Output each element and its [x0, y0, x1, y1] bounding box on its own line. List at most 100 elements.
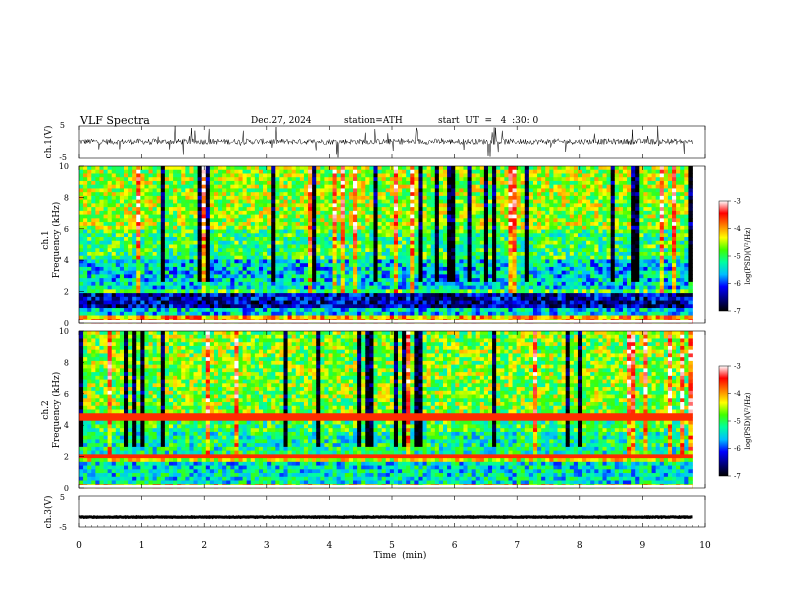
- heatmap-cell: [303, 281, 309, 287]
- heatmap-cell: [357, 218, 362, 223]
- heatmap-cell: [365, 289, 370, 294]
- heatmap-cell: [487, 274, 493, 279]
- heatmap-cell: [218, 188, 223, 193]
- heatmap-cell: [410, 229, 415, 234]
- heatmap-cell: [83, 203, 88, 208]
- heatmap-cell: [185, 214, 190, 219]
- heatmap-cell: [123, 296, 129, 301]
- heatmap-cell: [557, 296, 562, 301]
- heatmap-cell: [532, 266, 538, 272]
- heatmap-cell: [504, 304, 509, 309]
- heatmap-cell: [541, 169, 546, 174]
- heatmap-cell: [218, 207, 223, 212]
- heatmap-cell: [434, 293, 440, 298]
- heatmap-cell: [328, 188, 333, 193]
- heatmap-cell: [185, 263, 190, 268]
- heatmap-cell: [299, 293, 305, 298]
- heatmap-cell: [156, 237, 162, 242]
- heatmap-cell: [303, 192, 309, 197]
- heatmap-cell: [189, 177, 194, 182]
- heatmap-cell: [385, 311, 391, 316]
- heatmap-cell: [111, 263, 117, 268]
- heatmap-cell: [308, 173, 313, 178]
- heatmap-cell: [492, 304, 497, 309]
- heatmap-cell: [520, 233, 526, 238]
- heatmap-cell: [201, 180, 207, 186]
- heatmap-cell: [430, 214, 436, 219]
- heatmap-cell: [430, 233, 436, 238]
- heatmap-cell: [402, 188, 407, 193]
- heatmap-cell: [389, 263, 395, 268]
- heatmap-cell: [230, 274, 235, 279]
- heatmap-cell: [258, 281, 264, 287]
- heatmap-cell: [209, 248, 215, 253]
- heatmap-cell: [487, 308, 493, 313]
- heatmap-cell: [79, 199, 84, 204]
- heatmap-cell: [389, 214, 395, 219]
- heatmap-cell: [451, 251, 456, 257]
- heatmap-cell: [500, 214, 505, 219]
- heatmap-cell: [213, 203, 219, 208]
- heatmap-cell: [336, 263, 342, 268]
- heatmap-cell: [308, 188, 313, 193]
- heatmap-cell: [242, 199, 248, 204]
- heatmap-cell: [299, 214, 305, 219]
- heatmap-cell: [528, 311, 534, 316]
- heatmap-cell: [258, 274, 264, 279]
- heatmap-cell: [123, 248, 129, 253]
- heatmap-cell: [234, 300, 239, 305]
- heatmap-cell: [312, 289, 317, 294]
- heatmap-cell: [87, 251, 92, 257]
- heatmap-cell: [209, 308, 215, 313]
- heatmap-cell: [140, 285, 145, 290]
- heatmap-cell: [181, 177, 186, 182]
- heatmap-cell: [230, 177, 235, 182]
- heatmap-cell: [79, 293, 84, 298]
- heatmap-cell: [365, 214, 370, 219]
- heatmap-cell: [119, 274, 125, 279]
- heatmap-cell: [361, 270, 366, 275]
- heatmap-cell: [492, 308, 497, 313]
- heatmap-cell: [422, 222, 428, 227]
- heatmap-cell: [246, 255, 252, 260]
- heatmap-cell: [308, 263, 313, 268]
- heatmap-cell: [234, 222, 239, 227]
- heatmap-cell: [213, 166, 219, 171]
- heatmap-cell: [250, 195, 256, 201]
- heatmap-cell: [160, 259, 166, 264]
- heatmap-cell: [361, 184, 366, 189]
- heatmap-cell: [402, 270, 407, 275]
- heatmap-cell: [254, 180, 260, 186]
- heatmap-cell: [447, 281, 452, 287]
- heatmap-cell: [393, 199, 399, 204]
- heatmap-cell: [520, 203, 526, 208]
- heatmap-cell: [561, 237, 567, 242]
- heatmap-cell: [308, 304, 313, 309]
- heatmap-cell: [103, 300, 109, 305]
- heatmap-cell: [95, 289, 100, 294]
- heatmap-cell: [164, 177, 170, 182]
- heatmap-cell: [324, 274, 329, 279]
- heatmap-cell: [140, 177, 145, 182]
- heatmap-cell: [156, 207, 162, 212]
- heatmap-cell: [234, 311, 239, 316]
- heatmap-cell: [385, 300, 391, 305]
- heatmap-cell: [434, 184, 440, 189]
- heatmap-cell: [451, 240, 456, 245]
- heatmap-cell: [353, 222, 358, 227]
- heatmap-cell: [443, 192, 448, 197]
- heatmap-cell: [79, 240, 84, 245]
- heatmap-cell: [308, 300, 313, 305]
- heatmap-cell: [205, 222, 211, 227]
- heatmap-cell: [557, 203, 562, 208]
- heatmap-cell: [561, 169, 567, 174]
- heatmap-cell: [369, 199, 374, 204]
- heatmap-cell: [524, 296, 530, 301]
- heatmap-cell: [148, 240, 154, 245]
- heatmap-cell: [365, 173, 370, 178]
- heatmap-cell: [385, 222, 391, 227]
- heatmap-cell: [209, 214, 215, 219]
- heatmap-cell: [250, 240, 256, 245]
- heatmap-cell: [230, 311, 235, 316]
- heatmap-cell: [107, 255, 113, 260]
